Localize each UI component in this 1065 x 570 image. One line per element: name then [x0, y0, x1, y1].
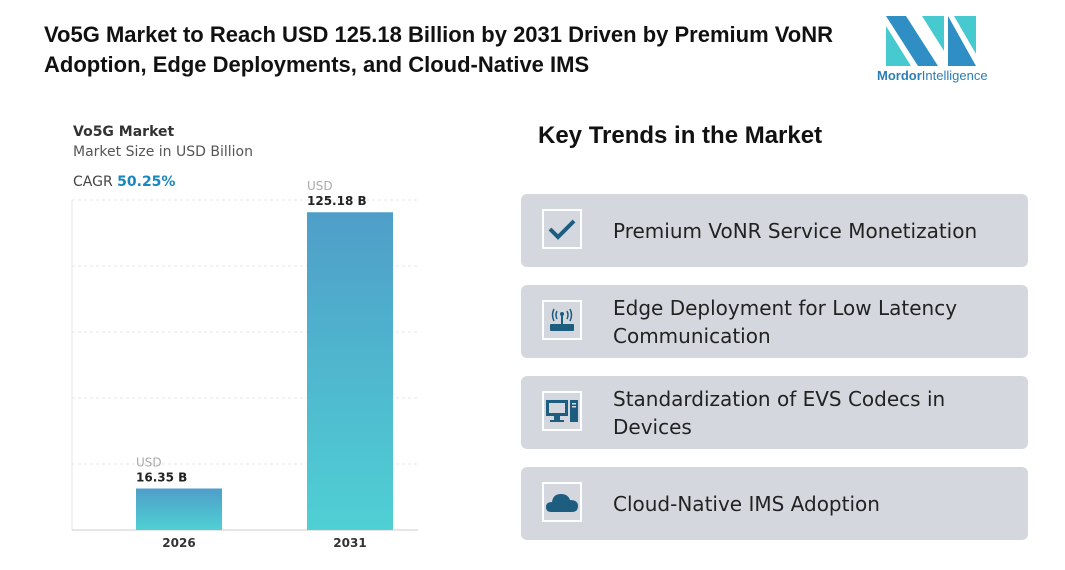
page-title: Vo5G Market to Reach USD 125.18 Billion … [44, 22, 834, 77]
bar-unit-label: USD [136, 455, 162, 469]
bar-2026 [136, 488, 222, 530]
trend-card: Standardization of EVS Codecs in Devices [521, 376, 1028, 449]
mordor-logo-icon [886, 16, 976, 66]
x-tick-label: 2026 [162, 536, 195, 550]
trend-label: Cloud-Native IMS Adoption [613, 491, 880, 516]
trend-label: Edge Deployment for Low Latency Communic… [613, 295, 958, 348]
trend-card: Cloud-Native IMS Adoption [521, 467, 1028, 540]
cloud-icon [542, 482, 582, 522]
cagr: CAGR 50.25% [73, 174, 176, 190]
bar-value-label: 16.35 B [136, 470, 187, 484]
key-trends-title: Key Trends in the Market [538, 122, 823, 149]
logo-text: MordorIntelligence [877, 68, 988, 83]
bar-value-label: 125.18 B [307, 194, 367, 208]
trend-label: Premium VoNR Service Monetization [613, 218, 978, 243]
trend-card: Premium VoNR Service Monetization [521, 194, 1028, 267]
chart-subtitle: Market Size in USD Billion [73, 144, 253, 160]
desktop-computer-icon [542, 391, 582, 431]
bar-2031 [307, 212, 393, 530]
bar-unit-label: USD [307, 179, 333, 193]
chart-title: Vo5G Market [73, 124, 175, 140]
trend-label: Standardization of EVS Codecs in Devices [613, 386, 946, 439]
checkmark-icon [542, 209, 582, 249]
trend-card: Edge Deployment for Low Latency Communic… [521, 285, 1028, 358]
router-icon [542, 300, 582, 340]
cagr-value: 50.25% [117, 174, 176, 190]
x-tick-label: 2031 [333, 536, 366, 550]
